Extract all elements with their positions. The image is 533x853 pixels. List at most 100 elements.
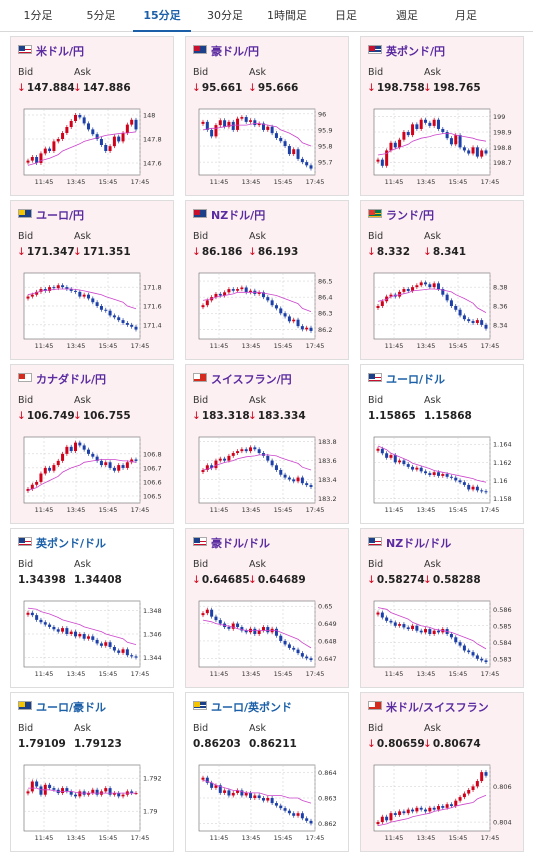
pair-title[interactable]: カナダドル/円	[36, 373, 107, 386]
mini-candlestick-chart[interactable]: 1.164 1.162 1.16 1.158 11:45 13:45 15:45 17:45	[366, 433, 519, 518]
bid-value: ↓95.661	[192, 82, 243, 94]
mini-candlestick-chart[interactable]: 86.5 86.4 86.3 86.2 11:45 13:45 15:45 17:45	[191, 269, 344, 354]
rate-card[interactable]: 英ポンド/円 Bid Ask ↓198.758 ↓198.765 199 198.…	[360, 36, 524, 196]
candle-body	[445, 474, 449, 477]
pair-title[interactable]: NZドル/円	[211, 209, 266, 222]
candle-body	[385, 617, 389, 621]
pair-title[interactable]: ランド/円	[386, 209, 435, 222]
rate-card[interactable]: ユーロ/ドル Bid Ask 1.15865 1.15868 1.164 1.16…	[360, 364, 524, 524]
x-tick-label: 11:45	[385, 342, 404, 350]
tab-1min[interactable]: 1分足	[23, 9, 53, 22]
candle-body	[227, 627, 231, 629]
ask-label: Ask	[249, 723, 266, 734]
y-tick-label: 1.162	[493, 459, 512, 467]
mini-candlestick-chart[interactable]: 199 198.9 198.8 198.7 11:45 13:45 15:45 17:45	[366, 105, 519, 190]
tab-30min[interactable]: 30分足	[207, 9, 243, 22]
pair-title[interactable]: ユーロ/ドル	[386, 373, 446, 386]
candle-body	[305, 483, 309, 486]
candle-body	[253, 120, 257, 126]
candle-body	[279, 470, 283, 475]
pair-title[interactable]: 豪ドル/ドル	[211, 537, 271, 550]
candle-body	[65, 127, 69, 133]
down-arrow-icon: ↓	[192, 574, 201, 586]
candle-body	[52, 788, 56, 790]
ask-value: 1.34408	[74, 574, 122, 586]
candle-body	[454, 306, 458, 310]
country-flag-icon	[18, 45, 32, 54]
candle-body	[112, 646, 116, 651]
rate-card[interactable]: ユーロ/英ポンド Bid Ask 0.86203 0.86211 0.864 0.…	[185, 692, 349, 852]
candle-body	[201, 305, 205, 308]
mini-candlestick-chart[interactable]: 183.8 183.6 183.4 183.2 11:45 13:45 15:45 17:45	[191, 433, 344, 518]
rate-card[interactable]: NZドル/ドル Bid Ask ↓0.58274 ↓0.58288 0.586 0…	[360, 528, 524, 688]
candle-body	[86, 294, 90, 299]
bid-label: Bid	[368, 67, 384, 78]
candle-body	[376, 822, 380, 825]
mini-candlestick-chart[interactable]: 0.65 0.649 0.648 0.647 11:45 13:45 15:45 17:45	[191, 597, 344, 682]
tab-5min[interactable]: 5分足	[86, 9, 116, 22]
y-tick-label: 86.4	[318, 294, 332, 302]
mini-candlestick-chart[interactable]: 0.864 0.863 0.862 11:45 13:45 15:45 17:45	[191, 761, 344, 846]
mini-candlestick-chart[interactable]: 96 95.9 95.8 95.7 11:45 13:45 15:45 17:45	[191, 105, 344, 190]
candle-body	[125, 322, 129, 325]
pair-title[interactable]: 英ポンド/ドル	[36, 537, 107, 550]
mini-candlestick-chart[interactable]: 8.38 8.36 8.34 11:45 13:45 15:45 17:45	[366, 269, 519, 354]
mini-candlestick-chart[interactable]: 0.806 0.804 11:45 13:45 15:45 17:45	[366, 761, 519, 846]
rate-card[interactable]: 英ポンド/ドル Bid Ask 1.34398 1.34408 1.348 1.3…	[10, 528, 174, 688]
rate-card[interactable]: ランド/円 Bid Ask ↓8.332 ↓8.341 8.38 8.36 8.34…	[360, 200, 524, 360]
candle-body	[86, 793, 90, 795]
candle-body	[471, 486, 475, 490]
mini-candlestick-chart[interactable]: 171.8 171.6 171.4 11:45 13:45 15:45 17:45	[16, 269, 169, 354]
ask-value: ↓95.666	[248, 82, 299, 94]
rate-card[interactable]: スイスフラン/円 Bid Ask ↓183.318 ↓183.334 183.8…	[185, 364, 349, 524]
candle-body	[445, 132, 449, 139]
rate-card[interactable]: NZドル/円 Bid Ask ↓86.186 ↓86.193 86.5 86.4 8…	[185, 200, 349, 360]
mini-candlestick-chart[interactable]: 1.348 1.346 1.344 11:45 13:45 15:45 17:45	[16, 597, 169, 682]
candle-body	[283, 141, 287, 147]
pair-title[interactable]: スイスフラン/円	[211, 373, 292, 386]
candle-body	[227, 455, 231, 461]
tab-1hour[interactable]: 1時間足	[267, 9, 307, 22]
pair-title[interactable]: NZドル/ドル	[386, 537, 452, 550]
y-tick-label: 106.8	[143, 450, 162, 458]
rate-card[interactable]: 豪ドル/円 Bid Ask ↓95.661 ↓95.666 96 95.9 95.8…	[185, 36, 349, 196]
mini-candlestick-chart[interactable]: 148 147.8 147.6 11:45 13:45 15:45 17:45	[16, 105, 169, 190]
mini-candlestick-chart[interactable]: 106.8 106.7 106.6 106.5 11:45 13:45 15:45 17:45	[16, 433, 169, 518]
pair-title[interactable]: ユーロ/豪ドル	[36, 701, 107, 714]
candle-body	[292, 647, 296, 650]
candle-body	[205, 300, 209, 306]
moving-average-line	[27, 288, 137, 310]
rate-card[interactable]: カナダドル/円 Bid Ask ↓106.749 ↓106.755 106.8 1…	[10, 364, 174, 524]
candle-body	[274, 803, 278, 806]
tab-weekly[interactable]: 週足	[396, 9, 418, 22]
candle-body	[214, 785, 218, 788]
candle-body	[300, 813, 304, 819]
mini-candlestick-chart[interactable]: 1.792 1.79 11:45 13:45 15:45 17:45	[16, 761, 169, 846]
candle-body	[95, 302, 99, 306]
rate-card[interactable]: 米ドル/スイスフラン Bid Ask ↓0.80659 ↓0.80674 0.8…	[360, 692, 524, 852]
y-tick-label: 96	[318, 110, 326, 118]
rate-card[interactable]: ユーロ/円 Bid Ask ↓171.347 ↓171.351 171.8 171…	[10, 200, 174, 360]
tab-monthly[interactable]: 月足	[455, 9, 477, 22]
rate-card[interactable]: ユーロ/豪ドル Bid Ask 1.79109 1.79123 1.792 1.7…	[10, 692, 174, 852]
pair-title[interactable]: 米ドル/円	[36, 45, 85, 58]
pair-title[interactable]: 米ドル/スイスフラン	[386, 701, 489, 714]
candle-body	[454, 637, 458, 643]
candle-body	[56, 285, 60, 289]
candle-body	[210, 609, 214, 617]
candle-body	[270, 798, 274, 804]
rate-card[interactable]: 豪ドル/ドル Bid Ask ↓0.64685 ↓0.64689 0.65 0.6…	[185, 528, 349, 688]
pair-title[interactable]: 英ポンド/円	[386, 45, 446, 58]
tab-daily[interactable]: 日足	[335, 9, 357, 22]
rate-card[interactable]: 米ドル/円 Bid Ask ↓147.884 ↓147.886 148 147.8…	[10, 36, 174, 196]
ask-value: ↓0.58288	[423, 574, 481, 586]
x-tick-label: 11:45	[210, 178, 229, 186]
pair-title[interactable]: ユーロ/円	[36, 209, 85, 222]
candle-body	[201, 470, 205, 472]
candle-body	[253, 795, 257, 798]
down-arrow-icon: ↓	[17, 410, 26, 422]
tab-15min[interactable]: 15分足	[133, 0, 191, 32]
pair-title[interactable]: ユーロ/英ポンド	[211, 701, 293, 714]
pair-title[interactable]: 豪ドル/円	[211, 45, 260, 58]
mini-candlestick-chart[interactable]: 0.586 0.585 0.584 0.583 11:45 13:45 15:45 17:45	[366, 597, 519, 682]
